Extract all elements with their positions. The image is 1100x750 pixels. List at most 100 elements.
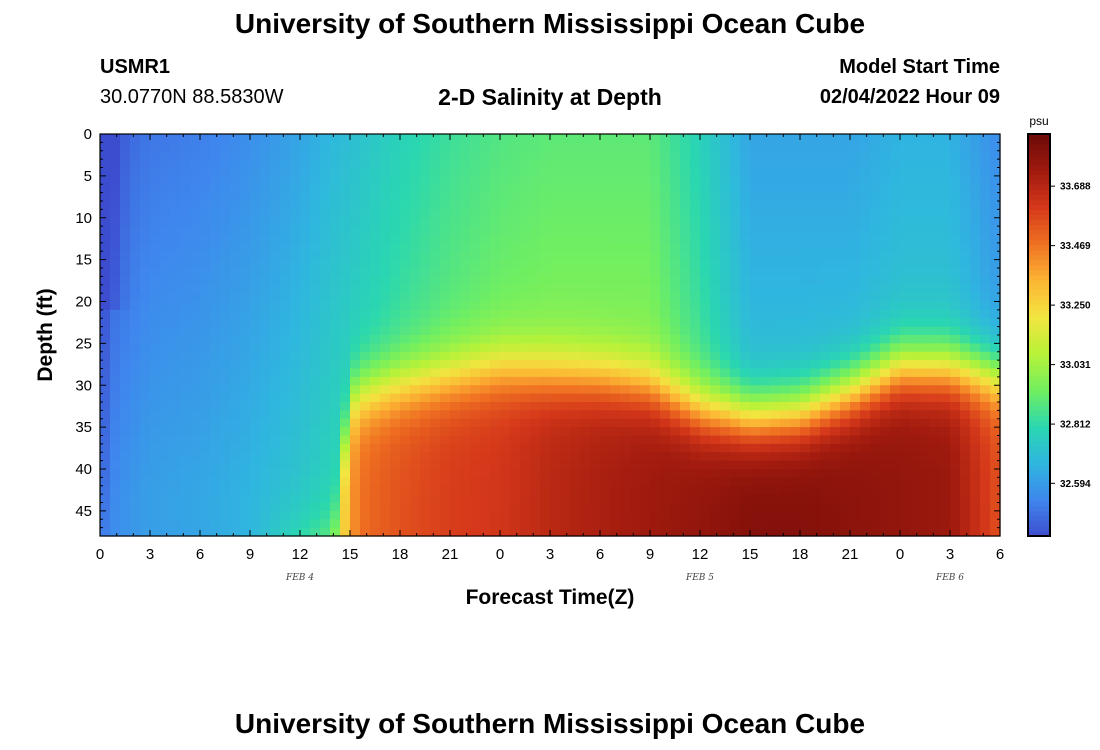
heatmap-cell bbox=[730, 184, 741, 194]
heatmap-cell bbox=[360, 167, 371, 177]
heatmap-cell bbox=[990, 234, 1001, 244]
heatmap-cell bbox=[690, 469, 701, 478]
heatmap-cell bbox=[850, 167, 861, 177]
heatmap-cell bbox=[620, 318, 631, 328]
heatmap-cell bbox=[220, 502, 231, 512]
heatmap-cell bbox=[120, 175, 131, 185]
heatmap-cell bbox=[780, 150, 791, 160]
heatmap-cell bbox=[630, 510, 641, 520]
heatmap-cell bbox=[990, 385, 1001, 395]
heatmap-cell bbox=[780, 477, 791, 487]
x-tick-label: 9 bbox=[246, 546, 254, 563]
heatmap-cell bbox=[490, 452, 501, 462]
heatmap-cell bbox=[610, 335, 621, 344]
heatmap-cell bbox=[580, 184, 591, 194]
colorbar-swatch bbox=[1028, 420, 1050, 427]
heatmap-cell bbox=[740, 519, 751, 529]
heatmap-cell bbox=[540, 192, 551, 202]
heatmap-cell bbox=[630, 460, 641, 470]
heatmap-cell bbox=[650, 335, 661, 344]
heatmap-cell bbox=[910, 418, 921, 428]
heatmap-cell bbox=[670, 293, 681, 303]
heatmap-cell bbox=[270, 460, 281, 470]
heatmap-cell bbox=[480, 234, 491, 244]
heatmap-cell bbox=[230, 335, 241, 344]
heatmap-cell bbox=[810, 326, 821, 336]
heatmap-cell bbox=[450, 276, 461, 286]
heatmap-cell bbox=[520, 335, 531, 344]
heatmap-cell bbox=[520, 376, 531, 386]
heatmap-cell bbox=[540, 234, 551, 244]
heatmap-cell bbox=[560, 309, 571, 319]
heatmap-cell bbox=[860, 452, 871, 462]
heatmap-cell bbox=[720, 276, 731, 286]
heatmap-cell bbox=[800, 427, 811, 437]
heatmap-cell bbox=[680, 351, 691, 361]
heatmap-cell bbox=[510, 519, 521, 529]
heatmap-cell bbox=[140, 469, 151, 478]
heatmap-cell bbox=[710, 309, 721, 319]
heatmap-cell bbox=[860, 201, 871, 210]
heatmap-cell bbox=[820, 360, 831, 370]
heatmap-cell bbox=[450, 418, 461, 428]
heatmap-cell bbox=[700, 368, 711, 378]
heatmap-cell bbox=[670, 443, 681, 453]
heatmap-cell bbox=[740, 402, 751, 411]
heatmap-cell bbox=[370, 385, 381, 395]
heatmap-cell bbox=[260, 150, 271, 160]
heatmap-cell bbox=[220, 435, 231, 445]
heatmap-cell bbox=[670, 209, 681, 219]
heatmap-cell bbox=[610, 309, 621, 319]
heatmap-cell bbox=[600, 209, 611, 219]
heatmap-cell bbox=[580, 234, 591, 244]
heatmap-cell bbox=[370, 150, 381, 160]
heatmap-cell bbox=[540, 402, 551, 411]
heatmap-cell bbox=[580, 284, 591, 294]
heatmap-cell bbox=[670, 226, 681, 236]
heatmap-cell bbox=[640, 443, 651, 453]
heatmap-cell bbox=[900, 134, 911, 143]
heatmap-cell bbox=[850, 309, 861, 319]
heatmap-cell bbox=[720, 485, 731, 495]
heatmap-cell bbox=[740, 494, 751, 504]
heatmap-cell bbox=[480, 201, 491, 210]
heatmap-cell bbox=[220, 326, 231, 336]
colorbar-swatch bbox=[1028, 159, 1050, 165]
heatmap-cell bbox=[900, 309, 911, 319]
heatmap-cell bbox=[720, 192, 731, 202]
heatmap-cell bbox=[760, 150, 771, 160]
heatmap-cell bbox=[940, 242, 951, 252]
heatmap-cell bbox=[610, 209, 621, 219]
heatmap-cell bbox=[130, 335, 141, 344]
heatmap-cell bbox=[150, 142, 161, 152]
heatmap-cell bbox=[880, 418, 891, 428]
heatmap-cell bbox=[250, 460, 261, 470]
heatmap-cell bbox=[690, 217, 701, 227]
heatmap-cell bbox=[340, 159, 351, 169]
heatmap-cell bbox=[890, 368, 901, 378]
heatmap-cell bbox=[950, 376, 961, 386]
heatmap-cell bbox=[320, 159, 331, 169]
heatmap-cell bbox=[610, 150, 621, 160]
heatmap-cell bbox=[910, 209, 921, 219]
colorbar-swatch bbox=[1028, 149, 1050, 155]
heatmap-cell bbox=[560, 175, 571, 185]
heatmap-cell bbox=[630, 452, 641, 462]
heatmap-cell bbox=[100, 335, 111, 344]
heatmap-cell bbox=[310, 251, 321, 261]
heatmap-cell bbox=[280, 159, 291, 169]
heatmap-cell bbox=[590, 452, 601, 462]
heatmap-cell bbox=[640, 276, 651, 286]
heatmap-cell bbox=[650, 293, 661, 303]
heatmap-cell bbox=[990, 351, 1001, 361]
heatmap-cell bbox=[650, 427, 661, 437]
heatmap-cell bbox=[150, 510, 161, 520]
heatmap-cell bbox=[790, 427, 801, 437]
heatmap-cell bbox=[150, 418, 161, 428]
heatmap-cell bbox=[950, 452, 961, 462]
heatmap-cell bbox=[740, 335, 751, 344]
heatmap-cell bbox=[140, 335, 151, 344]
heatmap-cell bbox=[700, 326, 711, 336]
heatmap-cell bbox=[190, 385, 201, 395]
heatmap-cell bbox=[600, 293, 611, 303]
